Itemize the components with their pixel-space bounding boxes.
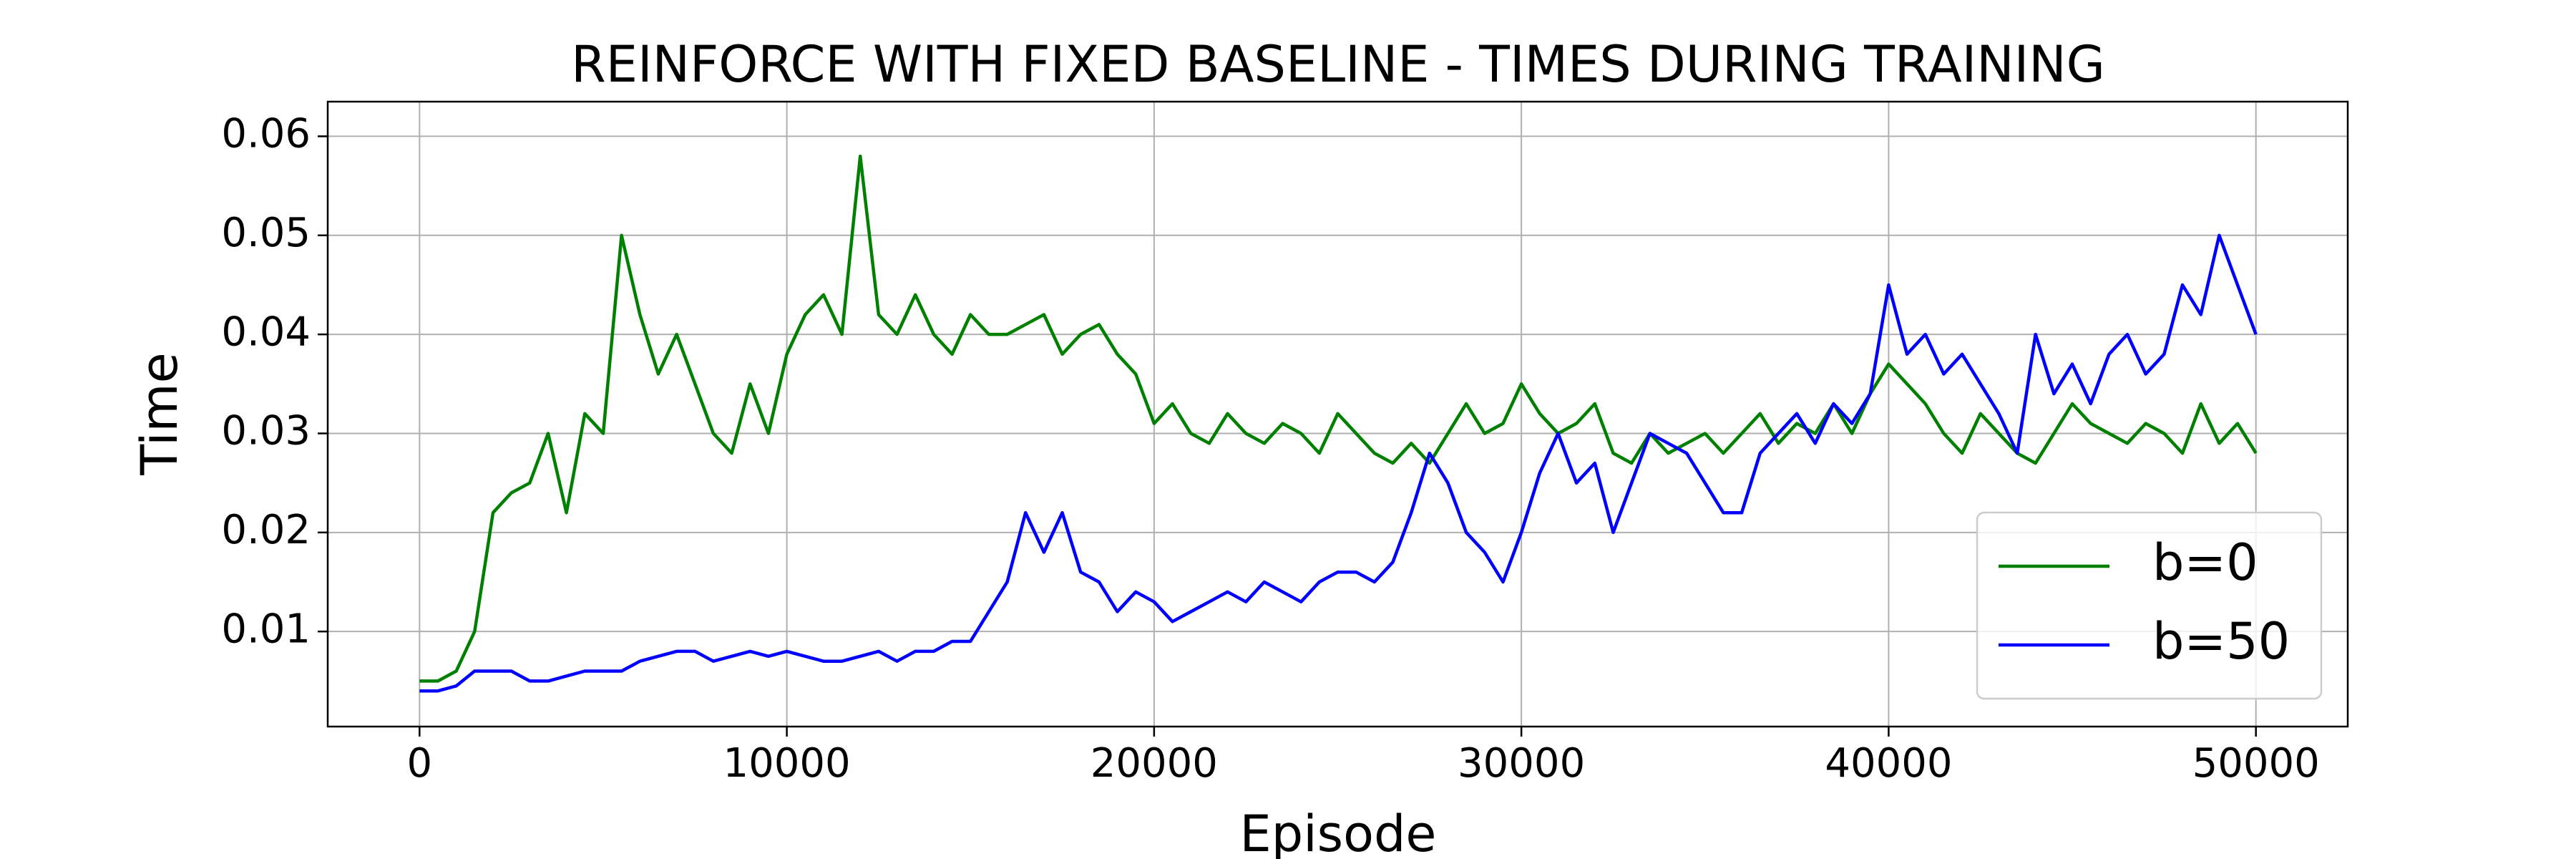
- x-tick-label: 50000: [2192, 740, 2320, 787]
- y-tick-label: 0.06: [221, 111, 311, 157]
- plot-frame: [326, 100, 2349, 728]
- x-tick-label: 0: [406, 740, 432, 787]
- legend-box: [1976, 511, 2323, 700]
- y-tick-label: 0.03: [221, 408, 311, 455]
- x-tick-label: 40000: [1825, 740, 1952, 787]
- legend: b=0 b=50: [1976, 511, 2323, 700]
- x-tick-label: 20000: [1091, 740, 1218, 787]
- y-tick-label: 0.02: [221, 507, 311, 553]
- chart-title: REINFORCE WITH FIXED BASELINE - TIMES DU…: [571, 35, 2105, 94]
- x-axis-label: Episode: [1240, 805, 1437, 859]
- plot-lines: [419, 154, 2258, 693]
- y-tick-label: 0.05: [221, 210, 311, 256]
- legend-label: b=50: [2152, 612, 2290, 671]
- y-axis-label: Time: [130, 352, 189, 475]
- y-tick-label: 0.04: [221, 309, 311, 355]
- x-tick-label: 30000: [1458, 740, 1585, 787]
- line-series: [419, 233, 2258, 693]
- line-series: [419, 154, 2258, 683]
- y-tick-label: 0.01: [221, 606, 311, 652]
- legend-label: b=0: [2152, 533, 2258, 592]
- x-tick-label: 10000: [723, 740, 851, 787]
- ticks: 0 10000 20000 30000 40000 50000 0.01 0.02 0.03 0.…: [221, 111, 2319, 787]
